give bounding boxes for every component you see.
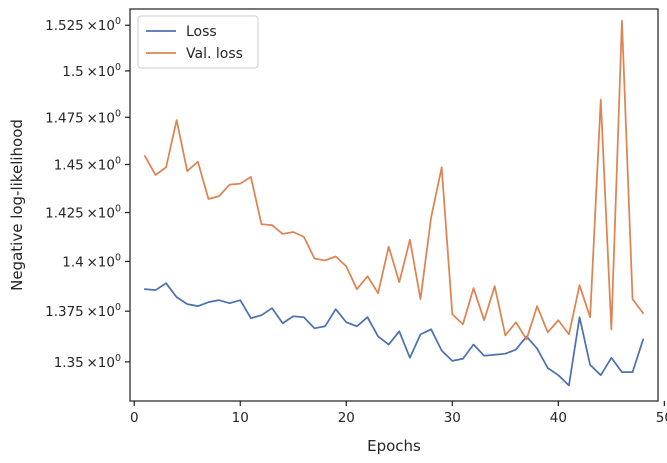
legend-label-loss: Loss [186, 24, 217, 40]
y-tick-label: 1.4 ×100 [62, 252, 121, 270]
y-tick-label: 1.375 ×100 [45, 302, 121, 320]
x-axis-label: Epochs [367, 437, 421, 455]
y-tick-label: 1.425 ×100 [45, 204, 121, 222]
y-tick-label: 1.45 ×100 [54, 156, 121, 174]
y-tick-label: 1.475 ×100 [45, 108, 121, 126]
y-axis: 1.35 ×100 1.375 ×100 1.4 ×100 1.425 ×100 1.4… [45, 16, 130, 371]
x-tick-label: 30 [444, 410, 461, 426]
x-axis: 0 10 20 30 40 50 [130, 401, 667, 426]
legend-box [137, 15, 259, 69]
x-tick-label: 10 [232, 410, 249, 426]
x-tick-label: 0 [130, 410, 139, 426]
y-tick-label: 1.525 ×100 [45, 16, 121, 34]
series-line-loss [143, 282, 645, 387]
legend-label-val-loss: Val. loss [186, 46, 243, 62]
y-tick-label: 1.5 ×100 [62, 62, 121, 80]
x-tick-label: 20 [338, 410, 355, 426]
y-tick-label: 1.35 ×100 [54, 353, 121, 371]
series-lines [143, 19, 645, 387]
y-axis-label: Negative log-likelihood [8, 119, 26, 291]
x-tick-label: 40 [550, 410, 567, 426]
legend: Loss Val. loss [137, 15, 259, 69]
x-tick-label: 50 [656, 410, 667, 426]
series-line-val-loss [143, 19, 645, 341]
plot-area [129, 8, 659, 402]
